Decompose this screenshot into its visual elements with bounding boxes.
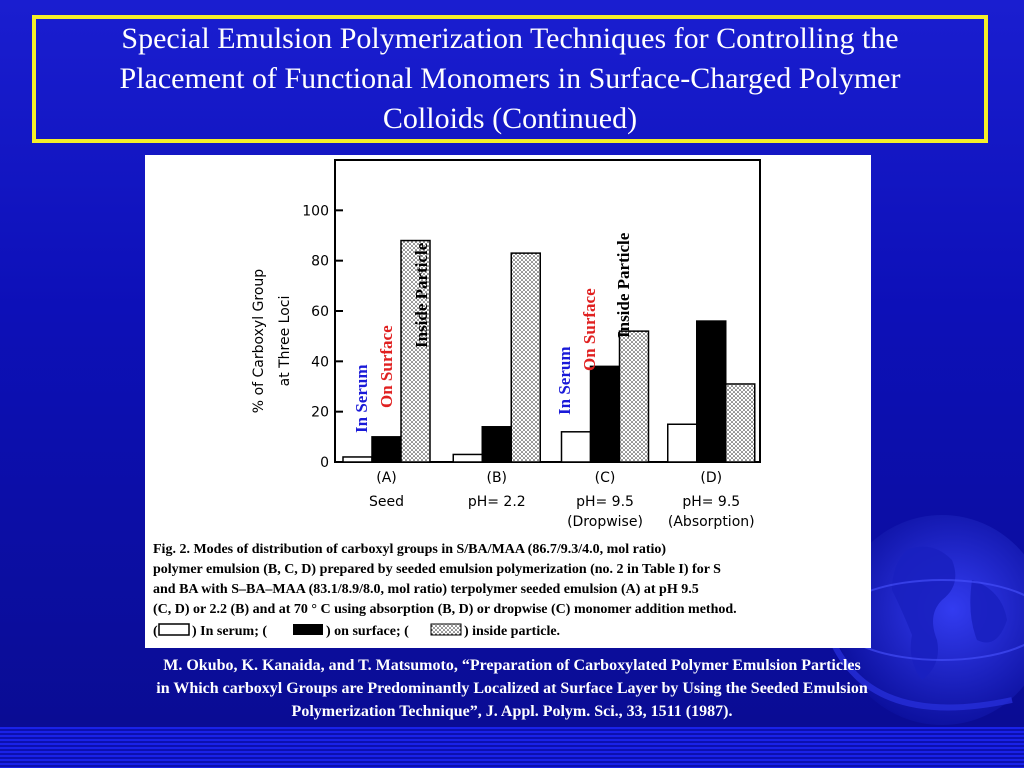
slide-title: Special Emulsion Polymerization Techniqu… xyxy=(120,19,901,139)
bar-inside-particle-2 xyxy=(618,330,650,463)
annot-in-serum-a: In Serum xyxy=(352,365,371,433)
y-tick-label: 20 xyxy=(311,405,329,421)
legend-swatch-on-surface xyxy=(293,624,323,635)
citation: M. Okubo, K. Kanaida, and T. Matsumoto, … xyxy=(30,654,994,723)
caption-line1: Fig. 2. Modes of distribution of carboxy… xyxy=(153,542,666,557)
x-category-label: (D) xyxy=(700,470,722,486)
x-category-label: (A) xyxy=(376,470,397,486)
bar-inside-particle-3 xyxy=(725,383,756,463)
title-line-2: Placement of Functional Monomers in Surf… xyxy=(119,62,901,95)
y-tick-label: 100 xyxy=(302,203,329,219)
x-category-sublabel: pH= 2.2 xyxy=(468,494,526,510)
bar-on-surface-3 xyxy=(696,320,727,463)
citation-line-2: in Which carboxyl Groups are Predominant… xyxy=(156,680,868,697)
bar-on-surface-0 xyxy=(371,436,402,463)
bar-chart: % of Carboxyl Group at Three Loci 0 20 40 6… xyxy=(153,159,761,639)
y-axis-label-line1: % of Carboxyl Group xyxy=(251,269,267,413)
x-category-sublabel: pH= 9.5 xyxy=(682,494,740,510)
annot-on-surface-c: On Surface xyxy=(580,288,599,371)
y-tick-label: 80 xyxy=(311,254,329,270)
annot-on-surface-a: On Surface xyxy=(377,325,396,408)
figure-panel: % of Carboxyl Group at Three Loci 0 20 40 6… xyxy=(145,155,871,648)
bar-In-serum-0 xyxy=(342,456,373,463)
caption-line3: and BA with S–BA–MAA (83.1/8.9/8.0, mol … xyxy=(153,582,699,597)
y-axis-label-line2: at Three Loci xyxy=(277,296,293,387)
globe-decoration xyxy=(829,515,1024,725)
legend-swatch-in-serum xyxy=(158,623,190,636)
y-tick-label: 60 xyxy=(311,304,329,320)
y-axis-label: % of Carboxyl Group at Three Loci xyxy=(251,269,293,413)
x-category-label: (C) xyxy=(595,470,616,486)
annot-inside-particle-c: Inside Particle xyxy=(614,232,633,338)
bar-In-serum-3 xyxy=(667,423,698,463)
bar-on-surface-1 xyxy=(481,426,512,463)
citation-line-1: M. Okubo, K. Kanaida, and T. Matsumoto, … xyxy=(163,657,861,674)
legend-swatch-inside-particle xyxy=(430,623,462,636)
bar-inside-particle-0 xyxy=(400,239,431,463)
annot-inside-particle-a: Inside Particle xyxy=(412,242,431,348)
x-category-label: (B) xyxy=(486,470,507,486)
bar-In-serum-1 xyxy=(452,453,483,463)
caption-line2: polymer emulsion (B, C, D) prepared by s… xyxy=(153,562,721,577)
bar-on-surface-2 xyxy=(589,365,621,463)
annot-in-serum-c: In Serum xyxy=(555,347,574,415)
bottom-stripe-band xyxy=(0,727,1024,768)
x-category-sublabel: Seed xyxy=(369,494,404,510)
caption-legend-on-surface: ) on surface; ( xyxy=(326,624,409,639)
y-tick-label: 0 xyxy=(320,455,329,471)
caption-legend-inside: ) inside particle. xyxy=(464,624,560,639)
title-line-3: Colloids (Continued) xyxy=(382,102,638,135)
x-category-sublabel2: (Absorption) xyxy=(668,514,755,530)
caption-legend-in-serum: ) In serum; ( xyxy=(192,624,267,639)
caption-legend-open: ( xyxy=(153,624,158,639)
figure-caption: Fig. 2. Modes of distribution of carboxy… xyxy=(153,542,737,639)
bar-inside-particle-1 xyxy=(510,252,541,463)
caption-line4: (C, D) or 2.2 (B) and at 70 ° C using ab… xyxy=(153,602,737,617)
y-tick-label: 40 xyxy=(311,354,329,370)
slide-title-box: Special Emulsion Polymerization Techniqu… xyxy=(32,15,988,143)
bar-In-serum-2 xyxy=(560,431,592,463)
x-category-sublabel: pH= 9.5 xyxy=(576,494,634,510)
x-category-sublabel2: (Dropwise) xyxy=(567,514,643,530)
citation-line-3: Polymerization Technique”, J. Appl. Poly… xyxy=(291,703,733,720)
title-line-1: Special Emulsion Polymerization Techniqu… xyxy=(121,22,899,55)
